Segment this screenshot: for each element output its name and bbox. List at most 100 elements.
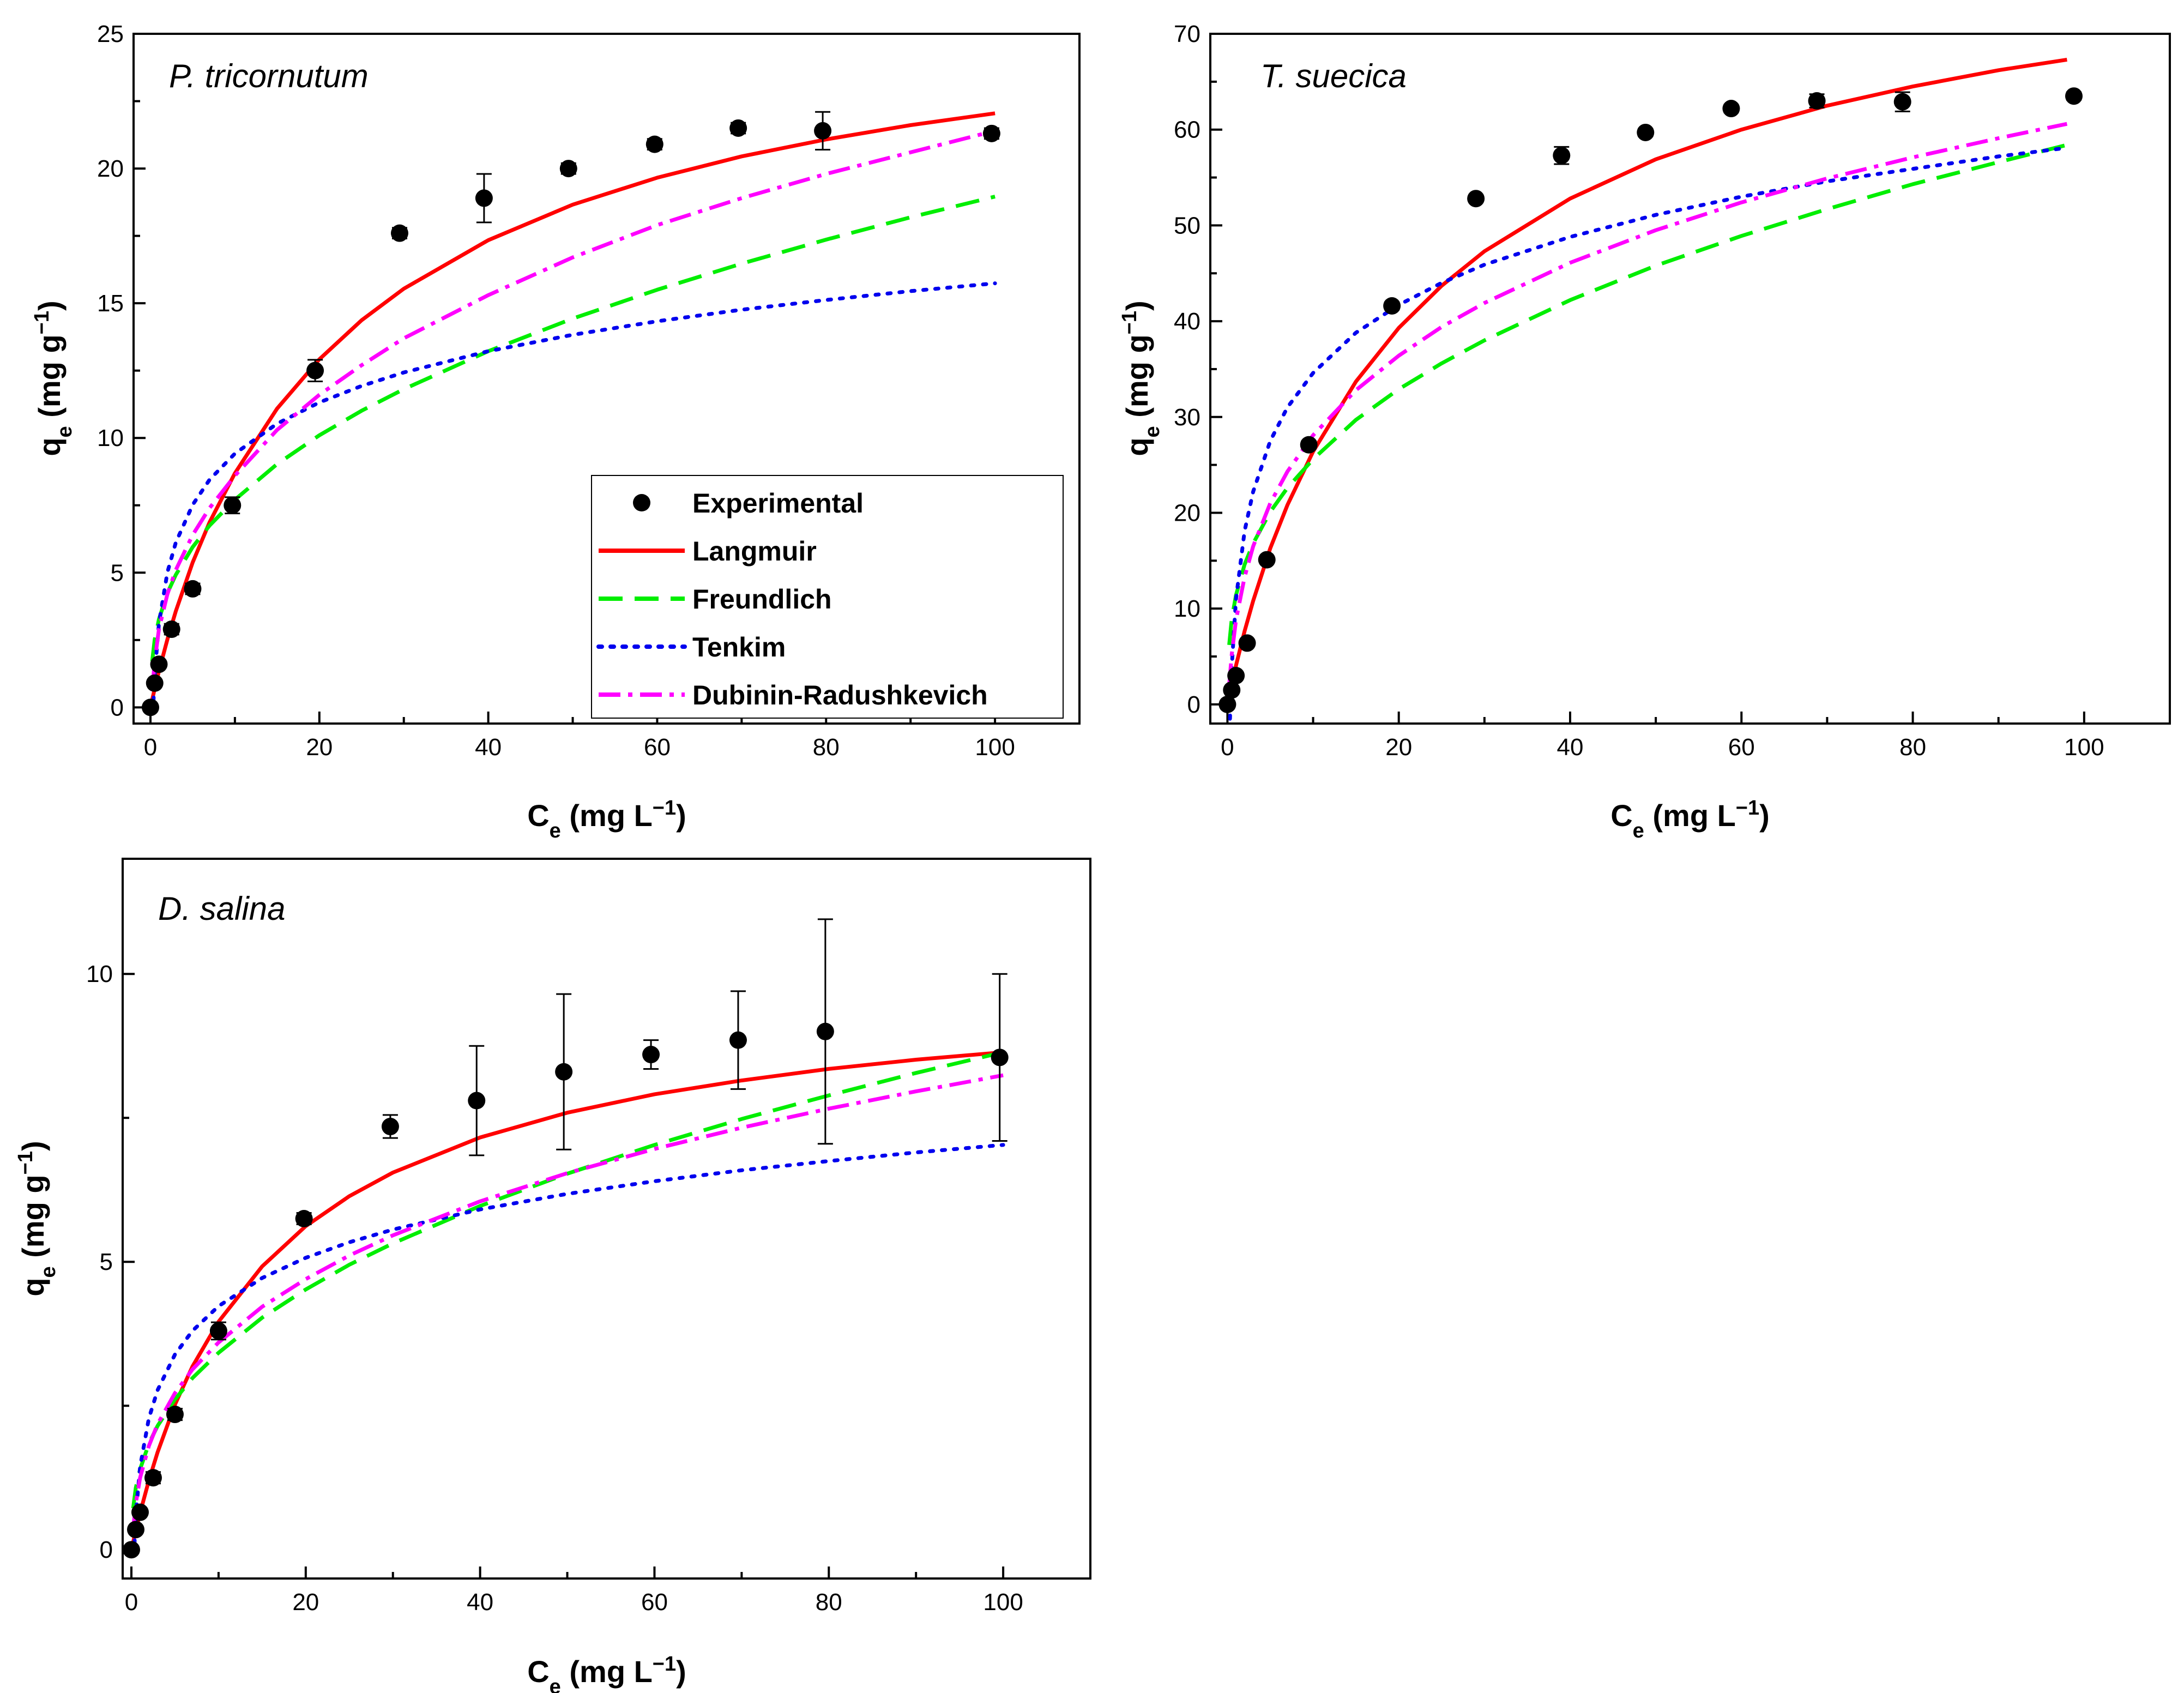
y-tick-label: 0 xyxy=(111,694,124,721)
y-axis-label: qe (mg g−1) xyxy=(14,1141,60,1296)
y-tick-label: 5 xyxy=(100,1249,113,1275)
curve-langmuir xyxy=(131,1050,1004,1543)
panel-title: T. suecica xyxy=(1260,58,1407,94)
experimental-point xyxy=(122,1541,140,1559)
legend: Experimental Langmuir Freundlich Tenkim … xyxy=(591,475,1064,719)
panel-d-salina: 0 20 40 60 80 100 0 5 10 D. salina Ce (mg L−1) q… xyxy=(14,858,1091,1693)
y-tick-label: 40 xyxy=(1174,308,1200,335)
experimental-points xyxy=(141,111,1000,716)
x-axis-label: Ce (mg L−1) xyxy=(527,1653,686,1693)
y-tick-label: 10 xyxy=(1174,595,1200,622)
x-tick-label: 80 xyxy=(1899,734,1926,761)
panel-t-suecica: 0 20 40 60 80 100 0 10 20 30 40 50 60 70 T. suecica C… xyxy=(1118,21,2171,842)
y-tick-label: 20 xyxy=(97,155,124,182)
y-tick-label: 70 xyxy=(1174,21,1200,47)
experimental-point xyxy=(224,496,242,514)
x-tick-label: 0 xyxy=(125,1589,138,1616)
experimental-point xyxy=(144,1469,162,1487)
curve-dubinin-radushkevich xyxy=(131,1073,1004,1530)
experimental-point xyxy=(468,1092,486,1110)
experimental-point xyxy=(729,119,747,137)
experimental-point xyxy=(1218,695,1236,713)
experimental-point xyxy=(814,122,832,140)
experimental-point xyxy=(642,1046,660,1064)
x-tick-label: 20 xyxy=(292,1589,319,1616)
y-axis-label: qe (mg g−1) xyxy=(31,300,76,456)
axis-ticks: 0 20 40 60 80 100 0 5 10 xyxy=(86,961,1023,1616)
y-tick-label: 30 xyxy=(1174,404,1200,431)
panel-title: D. salina xyxy=(158,890,285,927)
experimental-points xyxy=(1218,87,2083,713)
experimental-point xyxy=(1467,190,1485,208)
y-axis-label: qe (mg g−1) xyxy=(1118,300,1164,456)
experimental-point xyxy=(1227,667,1245,685)
x-tick-label: 60 xyxy=(1728,734,1755,761)
experimental-point xyxy=(126,1521,144,1539)
experimental-point xyxy=(559,160,577,178)
experimental-point xyxy=(150,655,168,673)
curve-freundlich xyxy=(1227,143,2068,646)
experimental-point xyxy=(1223,681,1241,699)
experimental-point xyxy=(306,362,324,379)
experimental-point xyxy=(295,1210,313,1227)
y-tick-label: 25 xyxy=(97,21,124,47)
fit-curves xyxy=(131,1050,1005,1558)
x-tick-label: 0 xyxy=(144,734,157,761)
x-tick-label: 100 xyxy=(983,1589,1023,1616)
x-axis-label: Ce (mg L−1) xyxy=(527,797,686,842)
x-tick-label: 0 xyxy=(1221,734,1234,761)
x-tick-label: 60 xyxy=(641,1589,668,1616)
panel-title: P. tricornutum xyxy=(169,58,369,94)
x-tick-label: 80 xyxy=(816,1589,842,1616)
experimental-point xyxy=(184,580,202,598)
y-tick-label: 50 xyxy=(1174,212,1200,239)
experimental-point xyxy=(1722,100,1740,118)
experimental-point xyxy=(209,1322,227,1340)
axis-ticks: 0 20 40 60 80 100 0 10 20 30 40 50 60 70 xyxy=(1174,21,2104,761)
experimental-point xyxy=(1553,147,1571,165)
curve-dubinin-radushkevich xyxy=(150,129,996,691)
legend-label-langmuir: Langmuir xyxy=(692,536,817,567)
y-tick-label: 10 xyxy=(97,425,124,451)
experimental-point xyxy=(131,1503,149,1521)
experimental-point xyxy=(645,135,663,153)
plot-frame xyxy=(132,33,1081,725)
experimental-points xyxy=(122,918,1009,1559)
experimental-point xyxy=(381,1118,399,1136)
y-tick-label: 0 xyxy=(1187,691,1200,718)
experimental-point xyxy=(141,698,159,716)
experimental-point xyxy=(1258,551,1276,569)
experimental-point xyxy=(816,1022,834,1040)
curve-tenkim xyxy=(132,1143,1005,1558)
legend-label-freundlich: Freundlich xyxy=(692,584,832,614)
legend-label-experimental: Experimental xyxy=(692,488,864,519)
curve-dubinin-radushkevich xyxy=(1227,122,2068,685)
y-tick-label: 0 xyxy=(100,1537,113,1563)
legend-box xyxy=(591,475,1064,719)
experimental-point xyxy=(729,1031,747,1049)
experimental-point xyxy=(475,189,493,207)
plot-frame xyxy=(122,858,1091,1580)
experimental-point xyxy=(1238,634,1256,652)
experimental-point xyxy=(982,124,1000,142)
x-tick-label: 80 xyxy=(813,734,840,761)
experimental-point xyxy=(1300,436,1318,454)
y-tick-label: 5 xyxy=(111,559,124,586)
y-tick-label: 60 xyxy=(1174,117,1200,143)
curve-freundlich xyxy=(150,195,996,662)
experimental-point xyxy=(991,1049,1009,1067)
legend-marker-experimental xyxy=(633,494,650,511)
panel-p-tricornutum: 0 20 40 60 80 100 0 5 10 15 20 25 P. tricornutum Ce… xyxy=(31,21,1081,842)
experimental-point xyxy=(2065,87,2083,105)
experimental-point xyxy=(146,674,164,692)
x-tick-label: 100 xyxy=(2064,734,2104,761)
experimental-point xyxy=(1808,92,1826,110)
experimental-point xyxy=(1893,93,1911,111)
x-tick-label: 40 xyxy=(1557,734,1584,761)
x-tick-label: 20 xyxy=(1385,734,1412,761)
x-tick-label: 40 xyxy=(475,734,502,761)
plot-frame xyxy=(1209,33,2171,725)
experimental-point xyxy=(166,1406,184,1424)
curve-langmuir xyxy=(1227,57,2067,697)
